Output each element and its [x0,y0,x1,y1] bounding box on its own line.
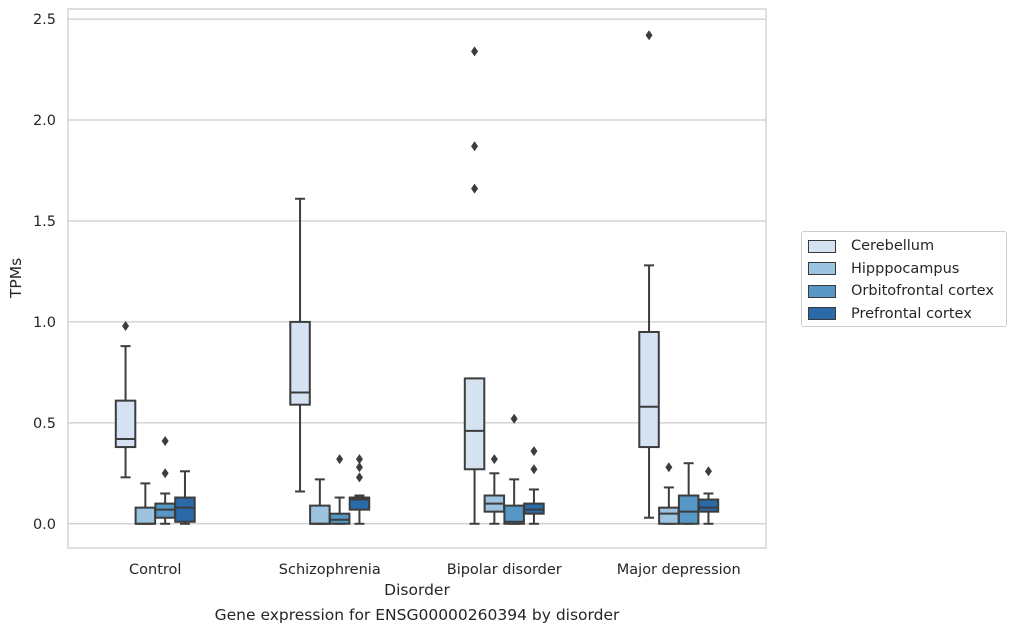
outlier-point [665,462,673,473]
legend-label-hippocampus: Hipppocampus [851,260,960,277]
box [638,330,660,449]
outlier-point [471,46,479,57]
legend-swatch-cerebellum [808,239,836,253]
plot-frame [67,8,767,549]
outlier-point [122,320,130,331]
outlier-point [530,464,538,475]
x-tick-label: Schizophrenia [279,562,381,578]
outlier-point [510,413,518,424]
box-group [677,462,700,525]
box-group [658,462,680,525]
legend-item-hippocampus: Hipppocampus [808,258,1006,281]
box-group [483,454,506,525]
box-group [697,466,720,525]
box-group [114,320,137,479]
legend-label-orbitofrontal-cortex: Orbitofrontal cortex [851,283,994,300]
box-group [463,46,486,525]
x-tick-label: Control [129,562,181,578]
box-group [328,454,351,525]
y-axis-label: TPMs [7,258,25,299]
box-group [154,436,176,525]
outlier-point [471,183,479,194]
box-layer [114,30,720,525]
outlier-point [336,454,344,465]
outlier-point [161,468,169,479]
box [174,496,196,523]
box-group [348,454,371,525]
outlier-point [645,30,653,41]
legend-swatch-hippocampus [808,262,836,276]
x-axis-label: Disorder [384,581,450,599]
legend: Cerebellum Hipppocampus Orbitofrontal co… [801,231,1007,327]
box [677,494,700,525]
outlier-point [355,472,363,483]
y-tick-label: 1.5 [33,214,56,230]
y-tick-label: 0.5 [33,416,56,432]
box [134,506,157,525]
grid-layer [68,18,766,525]
outlier-point [490,454,498,465]
box-group [174,470,196,525]
box [348,496,371,511]
legend-swatch-prefrontal-cortex [808,307,836,321]
box-group [134,482,157,525]
outlier-point [471,141,479,152]
box [503,504,525,525]
legend-label-cerebellum: Cerebellum [851,238,935,255]
box [328,512,351,525]
box [154,502,176,519]
y-tick-label: 0.0 [33,517,56,533]
legend-item-prefrontal-cortex: Prefrontal cortex [808,303,1006,326]
x-tick-label: Bipolar disorder [447,562,562,578]
y-tick-label: 1.0 [33,315,56,331]
outlier-point [355,454,363,465]
figure-caption: Gene expression for ENSG00000260394 by d… [214,606,620,624]
box-group [309,478,331,525]
legend-label-prefrontal-cortex: Prefrontal cortex [851,305,972,322]
box [463,377,486,471]
legend-swatch-orbitofrontal-cortex [808,284,836,298]
legend-item-orbitofrontal-cortex: Orbitofrontal cortex [808,280,1006,303]
box-group [289,197,311,493]
y-tick-label: 2.5 [33,12,56,28]
box-group [503,413,525,525]
outlier-point [161,436,169,447]
outlier-point [530,446,538,457]
box [114,399,137,449]
x-tick-label: Major depression [617,562,741,578]
y-tick-label: 2.0 [33,113,56,129]
outlier-point [704,466,712,477]
box-group [523,446,545,525]
box [523,502,545,515]
box-group [638,30,660,519]
box [309,504,331,525]
axis-layer: 0.0 0.5 1.0 1.5 2.0 2.5 Control Schizophrenia Bi… [33,12,741,578]
box [289,320,311,406]
box [658,506,680,525]
legend-item-cerebellum: Cerebellum [808,235,1006,258]
outlier-point [355,462,363,473]
box [697,498,720,513]
